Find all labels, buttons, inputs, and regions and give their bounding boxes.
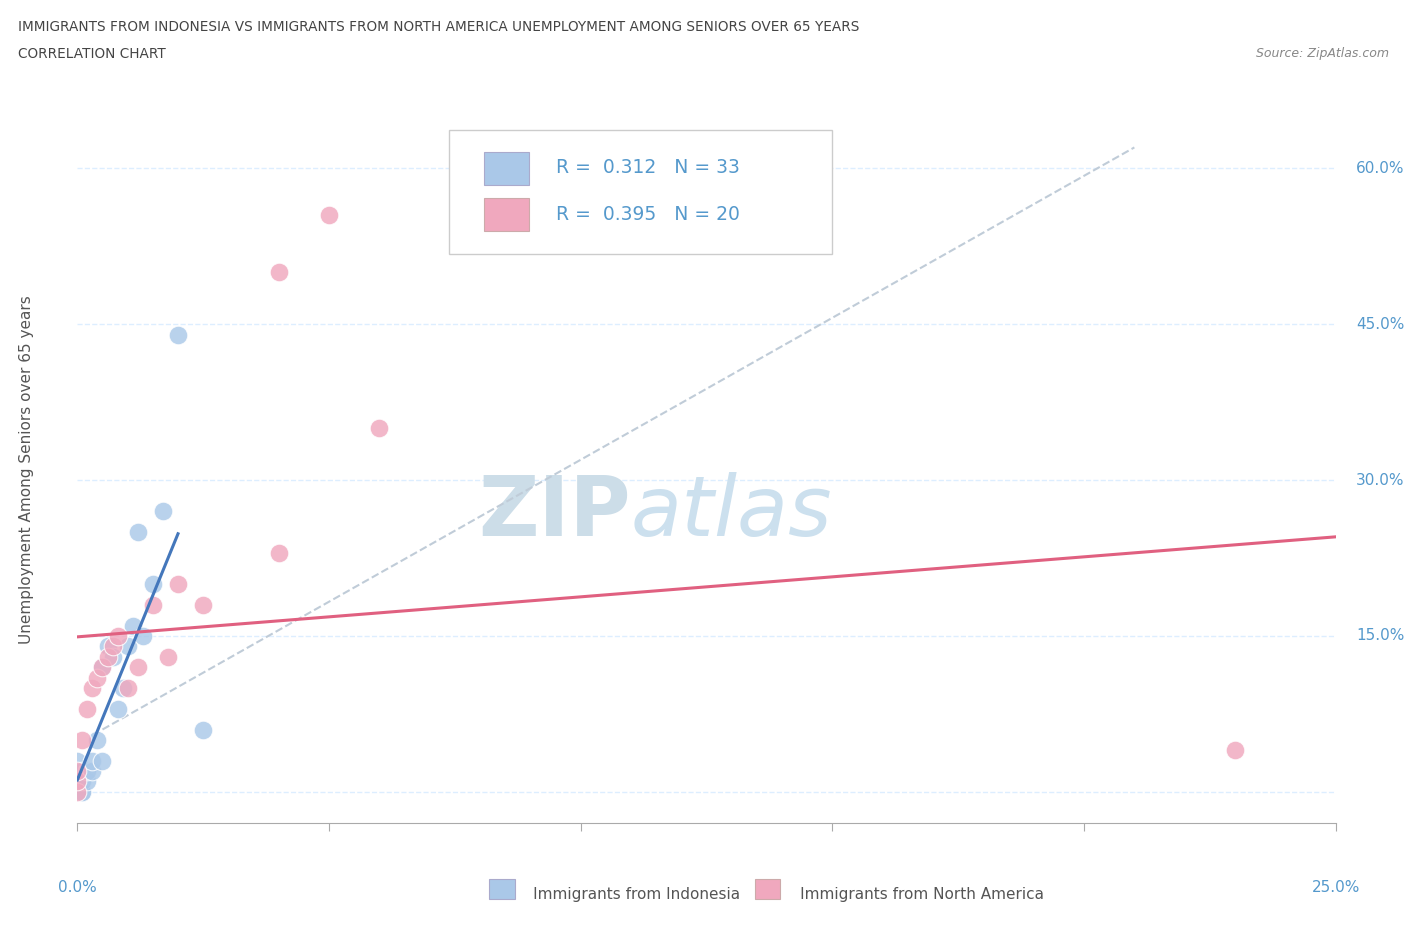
Text: R =  0.395   N = 20: R = 0.395 N = 20 (555, 205, 740, 224)
Point (82, 764, 104, 778)
Point (66, 774, 89, 789)
Point (72, 784, 94, 799)
Bar (489, 879, 515, 899)
Point (91, 659, 114, 674)
Point (82, 681, 104, 696)
Text: 15.0%: 15.0% (1355, 629, 1405, 644)
Point (127, 659, 149, 674)
Point (368, 420, 391, 435)
Point (72, 764, 94, 778)
Point (117, 639, 139, 654)
Point (66, 784, 89, 799)
Point (107, 629, 129, 644)
FancyBboxPatch shape (449, 130, 832, 254)
Point (76, 774, 98, 789)
Text: 30.0%: 30.0% (1355, 472, 1405, 487)
Point (101, 649, 124, 664)
Point (66, 764, 89, 778)
Text: atlas: atlas (631, 472, 832, 552)
Point (66, 753, 89, 768)
Point (66, 784, 89, 799)
Point (1223, 743, 1246, 758)
Point (191, 722, 215, 737)
Point (156, 649, 179, 664)
Text: CORRELATION CHART: CORRELATION CHART (18, 46, 166, 60)
Point (167, 577, 190, 591)
Point (76, 701, 98, 716)
Point (96, 639, 118, 654)
Text: 60.0%: 60.0% (1355, 161, 1405, 176)
Point (132, 629, 155, 644)
Point (72, 784, 94, 799)
Bar (484, 152, 529, 185)
Text: 0.0%: 0.0% (58, 880, 97, 896)
Point (318, 207, 340, 222)
Point (66, 764, 89, 778)
Text: 45.0%: 45.0% (1355, 316, 1405, 332)
Text: 25.0%: 25.0% (1312, 880, 1360, 896)
Point (121, 618, 143, 633)
Point (66, 784, 89, 799)
Point (72, 733, 94, 748)
Point (76, 764, 98, 778)
Point (66, 784, 89, 799)
Point (66, 784, 89, 799)
Point (142, 577, 165, 591)
Point (91, 753, 114, 768)
Text: Source: ZipAtlas.com: Source: ZipAtlas.com (1256, 46, 1389, 60)
Point (82, 753, 104, 768)
Point (66, 774, 89, 789)
Point (86, 733, 108, 748)
Point (66, 774, 89, 789)
Text: Immigrants from Indonesia: Immigrants from Indonesia (499, 887, 740, 902)
Point (107, 701, 129, 716)
Point (167, 327, 190, 342)
Point (111, 681, 134, 696)
Point (66, 764, 89, 778)
Bar (484, 198, 529, 232)
Point (152, 504, 174, 519)
Point (267, 265, 290, 280)
Point (72, 774, 94, 789)
Text: Unemployment Among Seniors over 65 years: Unemployment Among Seniors over 65 years (20, 296, 35, 644)
Text: Immigrants from North America: Immigrants from North America (766, 887, 1045, 902)
Point (86, 671, 108, 685)
Point (96, 649, 118, 664)
Point (101, 639, 124, 654)
Point (191, 597, 215, 612)
Point (66, 784, 89, 799)
Point (142, 597, 165, 612)
Text: IMMIGRANTS FROM INDONESIA VS IMMIGRANTS FROM NORTH AMERICA UNEMPLOYMENT AMONG SE: IMMIGRANTS FROM INDONESIA VS IMMIGRANTS … (18, 20, 859, 34)
Point (127, 525, 149, 539)
Text: R =  0.312   N = 33: R = 0.312 N = 33 (555, 158, 740, 178)
Point (91, 659, 114, 674)
Text: ZIP: ZIP (478, 472, 631, 552)
Point (267, 545, 290, 560)
Bar (755, 879, 780, 899)
Point (117, 681, 139, 696)
